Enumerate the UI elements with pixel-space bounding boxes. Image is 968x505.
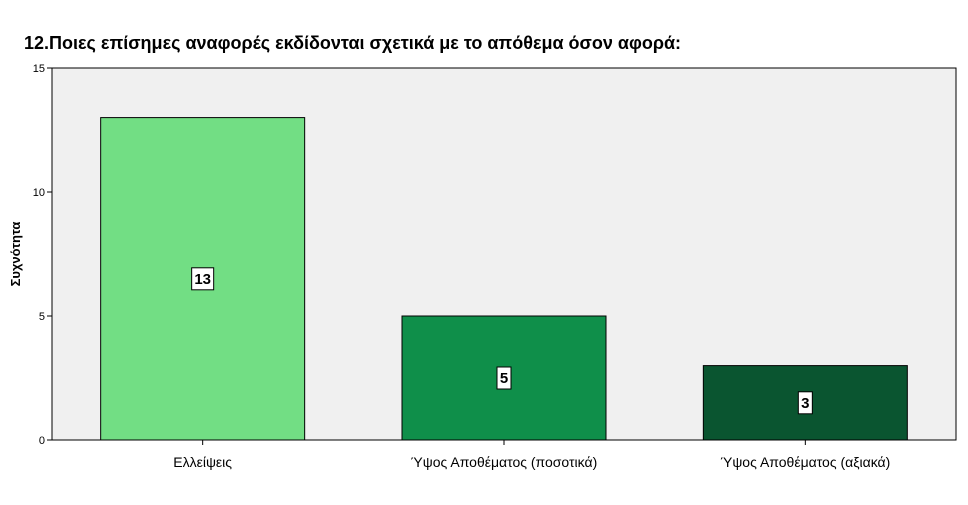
y-tick-label: 0 [39, 435, 45, 447]
data-label-box [797, 391, 813, 415]
y-axis: 0 5 10 15 [33, 63, 52, 447]
category-label: Ύψος Αποθέματος (ποσοτικά) [411, 454, 598, 470]
y-tick-label: 5 [39, 311, 45, 323]
data-label-box [191, 267, 215, 291]
y-tick-label: 15 [33, 63, 45, 75]
data-labels: 13 5 3 [191, 267, 813, 415]
data-label: 5 [500, 370, 508, 387]
data-label: 3 [801, 395, 809, 412]
category-labels: Ελλείψεις Ύψος Αποθέματος (ποσοτικά) Ύψος … [173, 440, 890, 470]
chart-title: 12.Ποιες επίσημες αναφορές εκδίδονται σχ… [24, 33, 682, 53]
category-label: Ελλείψεις [173, 454, 232, 470]
y-axis-label: Συχνότητα [8, 222, 23, 287]
data-label: 13 [194, 271, 211, 288]
data-label-box [496, 366, 512, 390]
y-tick-label: 10 [33, 187, 45, 199]
category-label: Ύψος Αποθέματος (αξιακά) [720, 454, 890, 470]
